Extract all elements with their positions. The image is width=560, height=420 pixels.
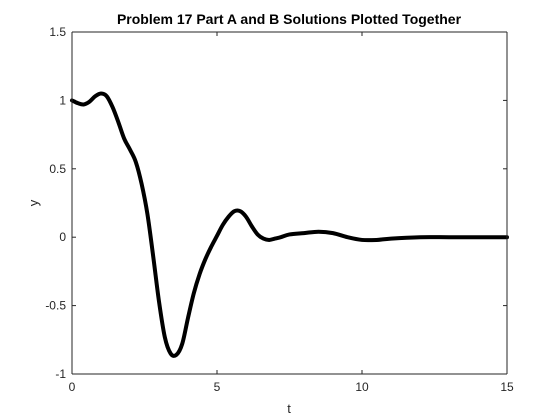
- y-axis-label: y: [26, 199, 41, 206]
- y-tick-label: 0.5: [49, 162, 66, 176]
- y-tick-label: 0: [59, 230, 66, 244]
- y-tick-label: 1: [59, 93, 66, 107]
- chart-title: Problem 17 Part A and B Solutions Plotte…: [117, 11, 462, 27]
- x-axis-label: t: [287, 401, 291, 416]
- plot-area: [72, 32, 507, 374]
- x-tick-label: 5: [214, 380, 221, 394]
- axis-ticks: 0 5 10 15 -1 -0.5 0 0.5 1 1.5: [45, 25, 514, 394]
- y-tick-label: -1: [55, 367, 66, 381]
- x-tick-label: 15: [500, 380, 514, 394]
- y-tick-label: 1.5: [49, 25, 66, 39]
- series-layer: [70, 91, 509, 358]
- y-tick-label: -0.5: [45, 299, 66, 313]
- series-line: [70, 91, 509, 358]
- x-tick-label: 10: [355, 380, 369, 394]
- axes-frame: [71, 31, 508, 375]
- x-tick-label: 0: [69, 380, 76, 394]
